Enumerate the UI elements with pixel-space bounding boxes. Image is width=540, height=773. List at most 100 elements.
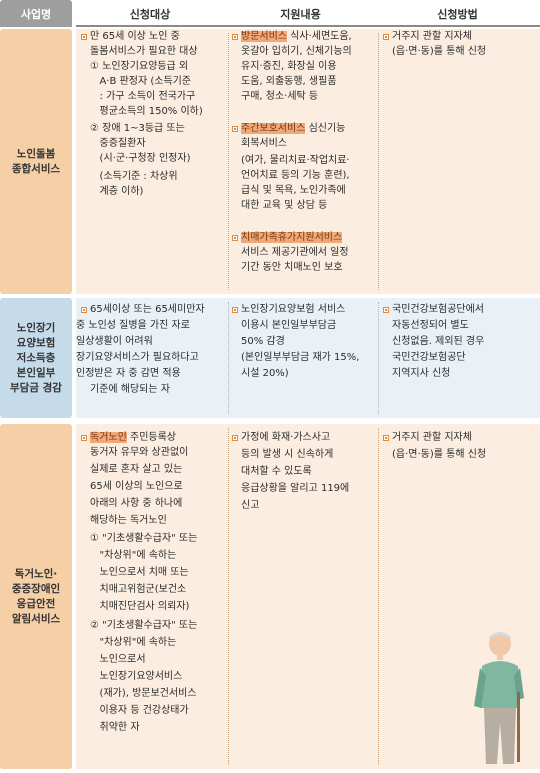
support-item-2: 주간보호서비스 심신기능 <box>241 123 346 134</box>
support-line: (본인일부부담금 재가 15%, <box>241 352 360 363</box>
section-elder-care: 노인돌봄 종합서비스 만 65세 이상 노인 중 돌봄서비스가 필요한 대상 ①… <box>0 29 540 294</box>
program-name: 노인돌봄 종합서비스 <box>0 29 72 294</box>
bullet-icon <box>81 34 87 40</box>
support-line: 대한 교육 및 상담 등 <box>241 200 328 211</box>
support-line: 옷갈아 입히기, 신체기능의 <box>241 46 352 57</box>
bullet-icon <box>232 235 238 241</box>
column-divider <box>228 33 229 290</box>
bullet-icon <box>81 307 87 313</box>
column-divider <box>228 428 229 765</box>
target-line: 일상생활이 어려워 <box>76 336 153 347</box>
method-line: (읍·면·동)를 통해 신청 <box>392 449 487 460</box>
target-line: 65세이상 또는 65세미만자 <box>90 304 205 315</box>
table-header: 사업명 신청대상 지원내용 신청방법 <box>0 0 540 27</box>
target-line-tagged: 독거노인 주민등록상 <box>90 432 176 443</box>
method-line: 거주지 관할 지자체 <box>392 31 472 42</box>
header-target: 신청대상 <box>129 8 171 21</box>
section-bg <box>76 424 540 769</box>
highlight-tag: 치매가족휴가지원서비스 <box>241 232 343 243</box>
section-bg <box>76 298 540 418</box>
support-line: 등의 발생 시 신속하게 <box>241 449 334 460</box>
highlight-tag: 주간보호서비스 <box>241 123 306 134</box>
target-line: 노인장기요양서비스 <box>90 671 183 682</box>
elder-head <box>489 632 511 656</box>
target-line: 치매진단검사 의뢰자) <box>90 601 190 612</box>
target-line: 아래의 사항 중 하나에 <box>90 498 183 509</box>
bullet-icon <box>232 126 238 132</box>
method-line: 지역지사 신청 <box>392 368 451 379</box>
elder-arm-right <box>514 668 524 700</box>
support-line: 서비스 제공기관에서 일정 <box>241 247 349 258</box>
support-item-3: 치매가족휴가지원서비스 <box>241 230 343 245</box>
elder-pants <box>484 708 516 764</box>
support-line: 신고 <box>241 500 260 511</box>
bullet-icon <box>232 435 238 441</box>
support-line: 대처할 수 있도록 <box>241 466 312 477</box>
target-line: 노인으로서 <box>90 654 146 665</box>
support-line: 노인장기요양보험 서비스 <box>241 304 346 315</box>
method-line: 국민건강보험공단 <box>392 352 466 363</box>
section-ltc-insurance: 노인장기 요양보험 저소득층 본인일부 부담금 경감 65세이상 또는 65세미… <box>0 298 540 418</box>
target-line: 만 65세 이상 노인 중 <box>90 31 180 42</box>
method-line: (읍·면·동)를 통해 신청 <box>392 46 487 57</box>
elderly-man-illustration <box>474 632 524 764</box>
target-line: 장기요양서비스가 필요하다고 <box>76 352 199 363</box>
target-line: 평균소득의 150% 이하) <box>90 106 203 117</box>
bullet-icon <box>81 435 87 441</box>
target-line: 노인으로서 치매 또는 <box>90 567 189 578</box>
column-divider <box>378 428 379 765</box>
header-program-name: 사업명 <box>0 0 72 27</box>
header-rule <box>76 25 540 27</box>
bullet-icon <box>232 307 238 313</box>
target-line: 계층 이하) <box>90 186 144 197</box>
target-line: A·B 판정자 (소득기준 <box>90 76 192 87</box>
section-bg <box>76 29 540 294</box>
method-line: 신청없음. 제외된 경우 <box>392 336 485 347</box>
target-line: 실제로 혼자 살고 있는 <box>90 464 183 475</box>
elder-hair <box>489 632 511 640</box>
cane-icon <box>517 692 520 762</box>
section-emergency-alert: 독거노인· 중증장애인 응급안전 알림서비스 독거노인 주민등록상 동거자 유무… <box>0 424 540 769</box>
target-line: 중 노인성 질병을 가진 자로 <box>76 320 190 331</box>
target-line: ② 장애 1~3등급 또는 <box>90 123 185 134</box>
target-line: 해당하는 독거노인 <box>90 515 167 526</box>
target-line: 취약한 자 <box>90 722 140 733</box>
column-divider <box>378 33 379 290</box>
method-line: 국민건강보험공단에서 <box>392 304 484 315</box>
support-line: (여가, 물리치료·작업치료· <box>241 155 350 166</box>
support-line: 50% 감경 <box>241 336 285 347</box>
header-support: 지원내용 <box>280 8 321 21</box>
support-line: 이용시 본인일부부담금 <box>241 320 337 331</box>
program-name: 노인장기 요양보험 저소득층 본인일부 부담금 경감 <box>0 298 72 418</box>
support-line: 응급상황을 알리고 119에 <box>241 483 350 494</box>
target-line: (시·군·구청장 인정자) <box>90 153 191 164</box>
target-line: 치매고위험군(보건소 <box>90 584 187 595</box>
support-line: 유지·증진, 화장실 이용 <box>241 61 337 72</box>
support-line: 급식 및 목욕, 노인가족에 <box>241 185 346 196</box>
support-line: 기간 동안 치매노인 보호 <box>241 262 343 273</box>
highlight-tag: 방문서비스 <box>241 31 287 42</box>
target-line: 동거자 유무와 상관없이 <box>90 447 189 458</box>
method-line: 자동선정되어 별도 <box>392 320 469 331</box>
target-line: ① "기초생활수급자" 또는 <box>90 533 198 544</box>
target-line: (재가), 방문보건서비스 <box>90 688 197 699</box>
elder-sweater <box>480 661 520 708</box>
target-line: 이용자 등 건강상태가 <box>90 705 189 716</box>
target-line: ① 노인장기요양등급 외 <box>90 61 189 72</box>
target-line: ② "기초생활수급자" 또는 <box>90 620 198 631</box>
target-line: 기준에 해당되는 자 <box>90 384 170 395</box>
support-line: 도움, 외출동행, 생필품 <box>241 76 337 87</box>
method-line: 거주지 관할 지자체 <box>392 432 472 443</box>
program-name: 독거노인· 중증장애인 응급안전 알림서비스 <box>0 424 72 769</box>
target-line: "차상위"에 속하는 <box>90 637 177 648</box>
target-line: : 가구 소득이 전국가구 <box>90 91 196 102</box>
elder-arm-left <box>474 668 486 708</box>
column-divider <box>378 302 379 414</box>
elder-neck <box>497 654 503 660</box>
header-method: 신청방법 <box>437 8 478 21</box>
support-line: 회복서비스 <box>241 138 287 149</box>
bullet-icon <box>232 34 238 40</box>
target-line: (소득기준 : 차상위 <box>90 171 178 182</box>
support-line: 구매, 청소·세탁 등 <box>241 91 319 102</box>
support-line: 언어치료 등의 기능 훈련), <box>241 170 350 181</box>
